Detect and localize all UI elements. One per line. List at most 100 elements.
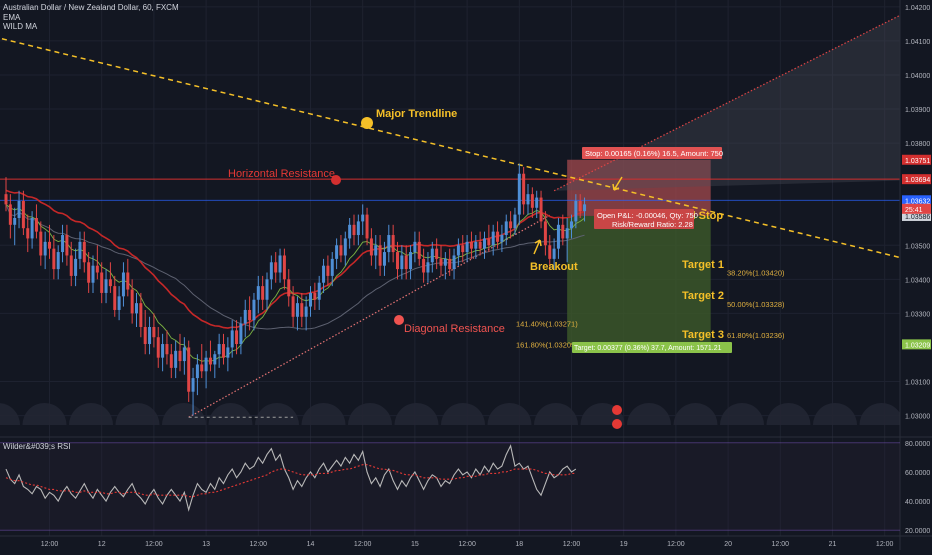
candle-body <box>526 194 530 205</box>
candle-body <box>382 252 386 266</box>
diagonal-resistance-label[interactable]: Diagonal Resistance <box>404 323 505 335</box>
candle-body <box>191 378 195 392</box>
target-1-label[interactable]: Target 1 <box>682 259 724 271</box>
rsi-pane[interactable]: 80.0000 60.0000 40.0000 20.0000 <box>0 436 932 535</box>
price-badge-label[interactable]: 1.03586 <box>905 214 930 221</box>
cycle-arc <box>394 403 439 425</box>
projection-line[interactable] <box>553 14 901 192</box>
wild-ma-label[interactable]: WILD MA <box>3 22 38 31</box>
candle-body <box>204 357 208 372</box>
stop-zone[interactable] <box>567 159 711 216</box>
candle-body <box>309 292 312 307</box>
open-pnl-label[interactable]: Open P&L: -0.00046, Qty: 750 <box>597 211 698 220</box>
candle-body <box>491 231 495 246</box>
candle-body <box>91 265 95 283</box>
candle-body <box>139 303 143 327</box>
price-badge-label[interactable]: 1.03751 <box>905 158 930 165</box>
candle-body <box>148 327 152 345</box>
price-badge[interactable] <box>902 195 931 206</box>
stop-label[interactable]: Stop: 0.00165 (0.16%) 16.5, Amount: 750 <box>585 149 723 158</box>
candle-body <box>226 347 230 358</box>
target-zone[interactable] <box>567 215 711 345</box>
cycle-arc <box>627 403 671 425</box>
target-label-box[interactable] <box>572 342 732 353</box>
cycle-arc <box>0 403 20 425</box>
ema-label[interactable]: EMA <box>3 12 21 22</box>
symbol-title[interactable]: Australian Dollar / New Zealand Dollar, … <box>3 3 179 12</box>
target-2-label[interactable]: Target 2 <box>682 290 724 302</box>
time-tick-label: 19 <box>620 541 628 548</box>
candle-body <box>295 303 299 317</box>
cycle-arc <box>208 403 253 425</box>
candle-body <box>104 279 108 293</box>
time-tick-label: 12:00 <box>145 541 163 548</box>
diagonal-resistance-marker <box>394 315 404 325</box>
target-label[interactable]: Target: 0.00377 (0.36%) 37.7, Amount: 15… <box>574 345 722 352</box>
rsi-tick-label: 20.0000 <box>905 528 930 535</box>
diagonal-resistance-line[interactable] <box>188 214 551 418</box>
price-tick-label: 1.04000 <box>905 73 930 80</box>
candles <box>4 163 587 416</box>
sell-arrow-icon <box>612 176 623 191</box>
rsi-tick-label: 40.0000 <box>905 499 930 506</box>
position-zones[interactable] <box>567 159 711 345</box>
price-badge[interactable] <box>902 174 931 185</box>
pnl-box[interactable] <box>594 209 694 229</box>
drawing-lines[interactable] <box>0 14 920 418</box>
candle-body <box>326 265 330 276</box>
price-badge-label[interactable]: 1.03209 <box>905 342 930 349</box>
time-tick-label: 15 <box>411 541 419 548</box>
price-badge-label[interactable]: 25:41 <box>905 207 923 214</box>
candle-body <box>126 272 130 290</box>
candle-body <box>169 354 173 368</box>
candle-body <box>13 218 17 225</box>
price-badge[interactable] <box>902 210 931 221</box>
price-badge-label[interactable]: 1.03694 <box>905 177 930 184</box>
horizontal-resistance-label[interactable]: Horizontal Resistance <box>228 168 335 180</box>
candle-body <box>121 272 125 297</box>
candle-body <box>208 357 212 365</box>
major-trendline[interactable] <box>0 24 920 264</box>
candle-body <box>113 286 117 310</box>
price-badge[interactable] <box>902 203 931 214</box>
candle-body <box>256 286 260 300</box>
breakout-label[interactable]: Breakout <box>530 261 578 273</box>
candle-body <box>565 228 569 239</box>
price-tick-label: 1.04200 <box>905 5 930 12</box>
candle-body <box>322 265 326 283</box>
time-tick-label: 12:00 <box>41 541 59 548</box>
cycle-arc <box>673 403 718 425</box>
rsi-title[interactable]: Wilder&#039;s RSI <box>3 442 71 451</box>
candle-body <box>483 238 486 249</box>
candle-body <box>130 289 134 314</box>
candle-body <box>487 238 491 246</box>
price-axis[interactable]: 1.04200 1.04100 1.04000 1.03900 1.03800 1.035… <box>899 0 932 550</box>
time-axis[interactable]: 12:00 12 12:00 13 12:00 14 12:00 15 12:00 18 12:00… <box>0 535 932 548</box>
rsi-band <box>0 442 900 531</box>
event-flag-icon[interactable] <box>612 419 622 429</box>
price-tick-label: 1.03100 <box>905 380 930 387</box>
event-flag-icon[interactable] <box>612 405 622 415</box>
target-3-label[interactable]: Target 3 <box>682 329 724 341</box>
candle-body <box>548 245 552 259</box>
candle-body <box>187 347 191 392</box>
major-trendline-label[interactable]: Major Trendline <box>376 108 457 120</box>
candle-body <box>265 279 269 300</box>
price-badge-label[interactable]: 1.03632 <box>905 198 930 205</box>
candle-body <box>200 364 204 372</box>
candle-body <box>287 279 291 297</box>
time-tick-label: 20 <box>724 541 732 548</box>
candle-body <box>465 241 469 253</box>
price-badge[interactable] <box>902 339 931 350</box>
price-tick-label: 1.03900 <box>905 107 930 114</box>
candle-body <box>365 214 369 239</box>
stop-label-box[interactable] <box>582 147 722 159</box>
candle-body <box>530 194 534 208</box>
price-badge[interactable] <box>902 154 931 165</box>
annotations[interactable]: Major Trendline Horizontal Resistance Diag… <box>228 108 785 429</box>
candle-body <box>239 323 243 345</box>
risk-reward-label[interactable]: Risk/Reward Ratio: 2.28 <box>612 220 693 229</box>
